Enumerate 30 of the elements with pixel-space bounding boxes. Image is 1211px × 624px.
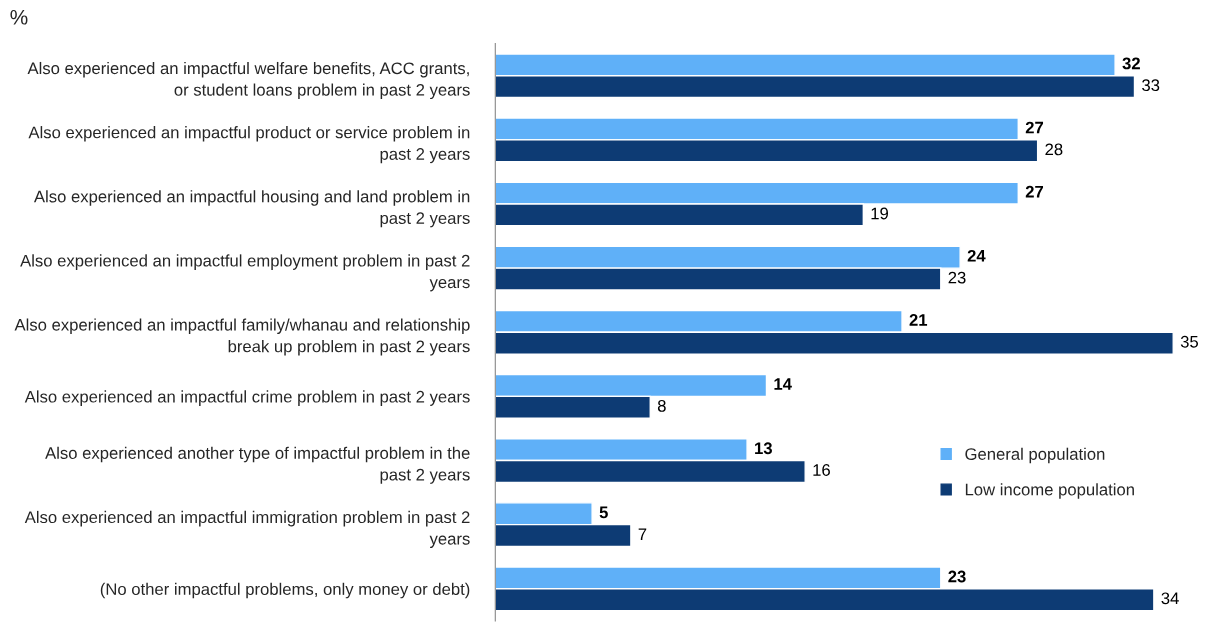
y-tick-label: (No other impactful problems, only money or debt) bbox=[100, 582, 470, 599]
data-label: 23 bbox=[948, 271, 966, 284]
data-label: 14 bbox=[774, 378, 792, 390]
legend-label: General population bbox=[965, 447, 1105, 464]
data-label: 19 bbox=[871, 207, 889, 220]
y-tick-label: Also experienced an impactful family/whanau and relationship break up problem in past 2 years bbox=[14, 318, 470, 356]
data-label: 13 bbox=[755, 442, 772, 455]
data-label: 35 bbox=[1180, 335, 1199, 348]
data-label: 7 bbox=[638, 528, 647, 540]
data-label: 8 bbox=[657, 399, 666, 412]
data-label: 16 bbox=[813, 464, 830, 476]
data-label: 27 bbox=[1025, 185, 1044, 198]
data-label: 24 bbox=[967, 249, 986, 262]
text: % bbox=[10, 10, 28, 25]
data-label: 27 bbox=[1025, 121, 1044, 134]
data-label: 32 bbox=[1122, 57, 1140, 70]
data-label: 5 bbox=[599, 506, 608, 519]
y-tick-label: Also experienced an impactful housing and land problem in past 2 years bbox=[33, 190, 470, 228]
legend-label: Low income population bbox=[965, 483, 1134, 499]
y-tick-label: Also experienced an impactful immigration problem in past 2 years bbox=[24, 510, 470, 548]
y-tick-label: Also experienced an impactful employment problem in past 2 years bbox=[20, 254, 470, 292]
data-label: 28 bbox=[1045, 143, 1063, 156]
y-tick-label: Also experienced an impactful welfare benefits, ACC grants, or student loans problem in past 2 years bbox=[27, 61, 470, 100]
data-label: 33 bbox=[1142, 79, 1160, 92]
y-tick-label: Also experienced an impactful product or service problem in past 2 years bbox=[28, 126, 470, 164]
data-label: 23 bbox=[948, 570, 966, 583]
y-tick-label: Also experienced an impactful crime problem in past 2 years bbox=[24, 390, 470, 406]
data-label: 34 bbox=[1161, 592, 1179, 605]
y-tick-label: Also experienced another type of impactful problem in the past 2 years bbox=[45, 446, 470, 484]
data-label: 21 bbox=[909, 314, 928, 326]
